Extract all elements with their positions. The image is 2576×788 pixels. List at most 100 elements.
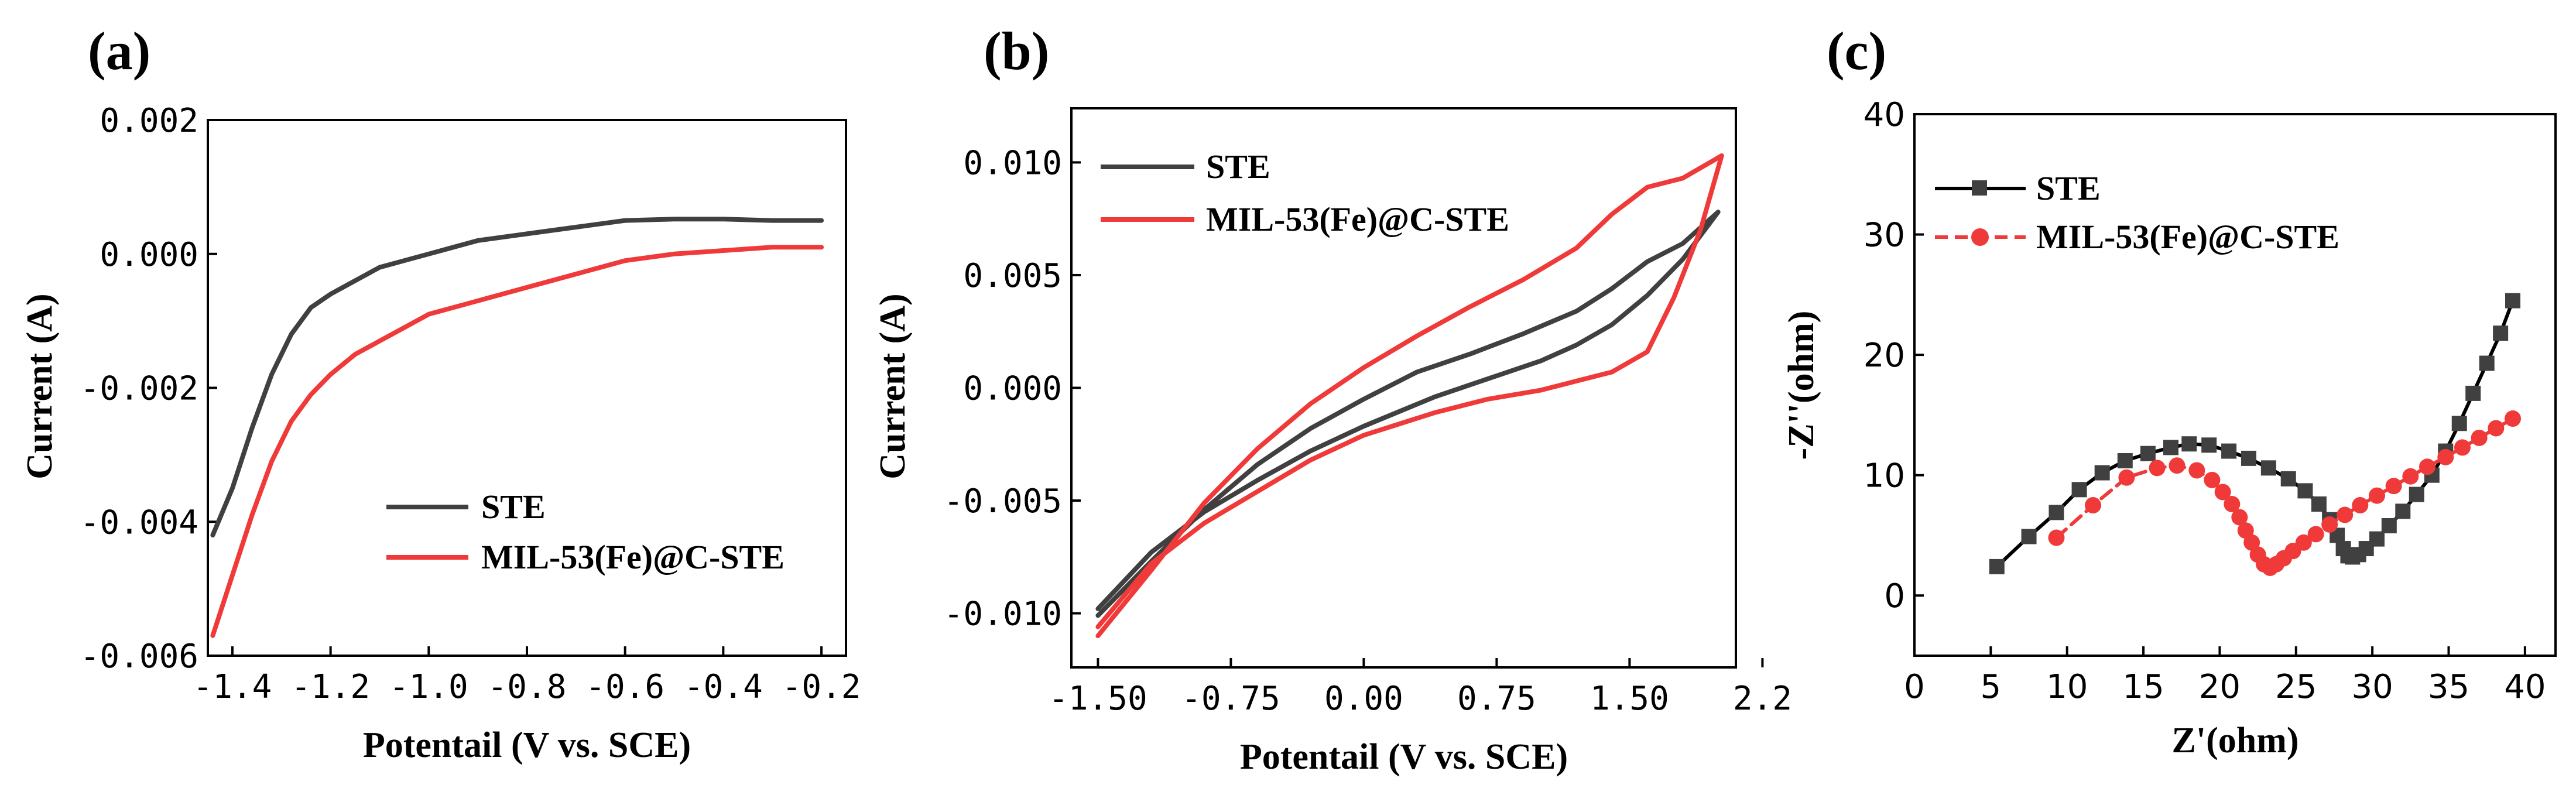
panel-c-data-point — [2214, 484, 2231, 501]
panel-a-x-label: Potentail (V vs. SCE) — [363, 725, 691, 765]
panel-a-x-tick-label: -0.2 — [782, 668, 861, 706]
panel-c-x-tick-label: 10 — [2046, 668, 2088, 706]
panel-c-y-tick-label: 40 — [1864, 96, 1905, 134]
panel-c-x-tick-label: 25 — [2275, 668, 2317, 706]
panel-c-data-point — [2221, 443, 2237, 459]
panel-c-data-point — [2437, 448, 2454, 465]
panel-b-y-axis: -0.010 -0.005 0.000 0.005 0.010 — [944, 144, 1081, 633]
panel-c-x-tick-label: 40 — [2504, 668, 2546, 706]
panel-b-y-tick-label: -0.005 — [944, 482, 1062, 520]
panel-a-x-tick-label: -0.8 — [488, 668, 567, 706]
panel-c-data-point — [2402, 468, 2419, 485]
panel-b-y-tick-label: 0.010 — [963, 144, 1062, 182]
panel-a-y-tick-label: -0.004 — [80, 503, 198, 542]
panel-c-data-point — [2479, 355, 2495, 371]
panel-b-y-tick-label: 0.005 — [963, 257, 1062, 295]
panel-c-data-point — [2169, 457, 2186, 474]
panel-c-data-point — [2049, 505, 2064, 520]
panel-c-series — [1989, 293, 2521, 576]
panel-b-series-line — [1095, 153, 1724, 639]
panel-c-data-point — [2118, 469, 2135, 486]
panel-c-label: (c) — [1827, 21, 1886, 81]
panel-c-data-point — [2505, 293, 2520, 309]
panel-c-data-point — [2085, 497, 2102, 514]
panel-a-x-tick-label: -0.6 — [585, 668, 664, 706]
panel-c-series-line — [1995, 299, 2515, 568]
panel-a-y-axis: -0.006 -0.004 -0.002 0.000 0.002 — [80, 102, 217, 676]
panel-a-y-tick-label: 0.002 — [100, 102, 198, 140]
panel-b-legend: STE MIL-53(Fe)@C-STE — [1101, 148, 1509, 238]
panel-c-data-point — [2181, 436, 2197, 452]
panel-c-data-point — [2048, 529, 2065, 546]
panel-c-x-tick-label: 30 — [2352, 668, 2393, 706]
panel-c-x-tick-label: 20 — [2199, 668, 2241, 706]
panel-c-data-point — [2409, 486, 2424, 502]
panel-c-data-point — [2471, 429, 2488, 446]
panel-c-y-tick-label: 0 — [1884, 577, 1905, 615]
panel-c-legend-ste: STE — [2036, 169, 2101, 207]
panel-c-legend-mil: MIL-53(Fe)@C-STE — [2036, 218, 2339, 256]
panel-c-series-line — [2054, 417, 2515, 570]
panel-c-data-point — [2454, 439, 2471, 456]
panel-c-y-tick-label: 10 — [1864, 457, 1905, 495]
panel-a-legend-mil: MIL-53(Fe)@C-STE — [481, 538, 785, 576]
panel-a-y-tick-label: 0.000 — [100, 236, 198, 274]
panel-c-y-label: -Z''(ohm) — [1782, 311, 1821, 460]
panel-b-series-line — [1095, 210, 1721, 618]
panel-b-y-tick-label: -0.010 — [944, 595, 1062, 633]
panel-c-data-point — [2071, 482, 2087, 498]
panel-b-legend-mil: MIL-53(Fe)@C-STE — [1206, 200, 1509, 238]
panel-c-data-point — [2381, 518, 2397, 533]
panel-c-data-point — [2419, 458, 2435, 475]
panel-a-y-label: Current (A) — [20, 293, 60, 479]
panel-b-x-tick-label: 2.2 — [1733, 680, 1792, 718]
panel-c-y-axis: 0 10 20 30 40 — [1864, 96, 1924, 615]
panel-c-data-point — [2140, 446, 2156, 461]
panel-c-data-point — [2337, 506, 2354, 523]
panel-a-x-tick-label: -0.4 — [684, 668, 763, 706]
panel-c-data-point — [2280, 471, 2296, 486]
panel-a-series — [210, 217, 824, 638]
panel-a-y-tick-label: -0.002 — [80, 370, 198, 408]
panel-a-legend: STE MIL-53(Fe)@C-STE — [386, 488, 785, 576]
panel-a-x-tick-label: -1.0 — [389, 668, 468, 706]
panel-c-data-point — [2352, 497, 2369, 514]
panel-c-x-label: Z'(ohm) — [2172, 721, 2299, 760]
panel-c-data-point — [2149, 460, 2166, 477]
panel-c-data-point — [2021, 529, 2037, 544]
panel-b-y-label: Current (A) — [873, 293, 913, 479]
panel-c-data-point — [2493, 326, 2509, 341]
panel-b-legend-ste: STE — [1206, 148, 1270, 186]
panel-a-x-axis: -1.4 -1.2 -1.0 -0.8 -0.6 -0.4 -0.2 — [193, 646, 861, 706]
panel-c-legend: STE MIL-53(Fe)@C-STE — [1935, 169, 2339, 256]
panel-a-y-tick-label: -0.006 — [80, 638, 198, 676]
panel-c-data-point — [2297, 483, 2313, 499]
panel-a-label: (a) — [88, 21, 150, 81]
panel-c-y-tick-label: 20 — [1864, 337, 1905, 375]
panel-c-legend-ste-marker — [1972, 180, 1987, 196]
panel-b-label: (b) — [984, 21, 1049, 81]
panel-c-x-axis: 0 5 10 15 20 25 30 35 40 — [1904, 646, 2546, 706]
panel-c-data-point — [2201, 437, 2217, 453]
panel-c-data-point — [2295, 534, 2312, 551]
panel-c-x-tick-label: 35 — [2428, 668, 2469, 706]
panel-a-series-line — [210, 217, 824, 538]
panel-b-x-label: Potentail (V vs. SCE) — [1240, 737, 1568, 777]
panel-c-data-point — [2231, 509, 2248, 526]
panel-c-data-point — [2385, 478, 2402, 495]
panel-a-x-tick-label: -1.2 — [291, 668, 370, 706]
panel-b-x-tick-label: 1.50 — [1590, 680, 1669, 718]
panel-c: (c) 0 5 10 15 20 25 30 35 40 0 10 20 30 40 Z'(ohm) -… — [1782, 21, 2557, 760]
panel-c-data-point — [2307, 526, 2324, 543]
panel-c-legend-mil-marker — [1971, 228, 1989, 246]
panel-c-data-point — [2395, 503, 2411, 519]
panel-c-data-point — [2163, 440, 2178, 455]
panel-c-data-point — [2204, 471, 2221, 488]
panel-b-x-tick-label: 0.00 — [1324, 680, 1403, 718]
panel-b-y-tick-label: 0.000 — [963, 370, 1062, 408]
panel-b-x-tick-label: -1.50 — [1049, 680, 1147, 718]
panel-c-data-point — [2451, 416, 2467, 431]
panel-b: (b) -1.50 -0.75 0.00 0.75 1.50 2.2 -0.010-0.0… — [873, 21, 1792, 777]
panel-c-x-tick-label: 0 — [1904, 668, 1925, 706]
panel-a-x-tick-label: -1.4 — [193, 668, 272, 706]
